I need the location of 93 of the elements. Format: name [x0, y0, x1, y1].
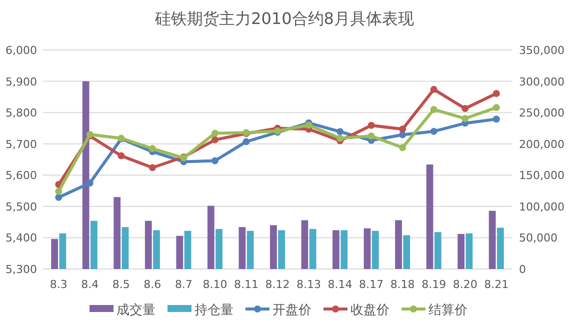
x-tick-label: 8.21 — [484, 278, 509, 291]
x-tick-label: 8.5 — [112, 278, 130, 291]
y2-tick-label: 150,000 — [519, 169, 564, 182]
bar — [82, 81, 90, 269]
bar — [184, 230, 192, 269]
x-tick-label: 8.11 — [234, 278, 258, 291]
y2-tick-label: 300,000 — [519, 75, 564, 88]
y-tick-label: 5,500 — [6, 200, 37, 214]
point — [492, 104, 500, 112]
point — [211, 136, 218, 144]
point — [211, 130, 218, 137]
bar — [246, 230, 254, 269]
x-tick-label: 8.17 — [359, 278, 384, 291]
y-tick-label: 5,300 — [6, 263, 37, 276]
bar — [301, 220, 308, 269]
chart-title: 硅铁期货主力2010合约8月具体表现 — [154, 9, 414, 28]
bar — [90, 220, 98, 269]
y-tick-label: 5,400 — [6, 232, 37, 245]
bar — [466, 233, 473, 269]
legend-label: 开盘价 — [272, 303, 312, 318]
point — [430, 86, 438, 93]
y2-tick-label: 250,000 — [519, 106, 564, 120]
x-tick-label: 8.18 — [390, 278, 415, 291]
bar — [122, 227, 129, 269]
point — [368, 132, 375, 140]
y-tick-label: 6,000 — [6, 44, 37, 57]
point — [211, 157, 218, 164]
bar — [340, 230, 348, 269]
bar — [488, 210, 496, 269]
bar — [309, 228, 316, 269]
legend-label: 持仓量 — [194, 303, 234, 318]
point — [118, 152, 125, 160]
y2-tick-label: 100,000 — [519, 200, 564, 214]
point — [492, 90, 500, 97]
x-tick-label: 8.14 — [328, 278, 352, 291]
y2-tick-label: 50,000 — [519, 232, 558, 245]
point — [148, 145, 156, 152]
y2-tick-label: 350,000 — [519, 44, 564, 57]
x-tick-label: 8.3 — [50, 278, 68, 291]
point — [462, 115, 469, 122]
bar — [216, 228, 222, 269]
point — [55, 194, 62, 201]
legend-label: 结算价 — [428, 303, 468, 318]
y2-tick-label: 200,000 — [519, 138, 564, 151]
point — [399, 126, 406, 133]
bar — [364, 228, 371, 269]
x-tick-label: 8.20 — [452, 278, 478, 291]
point — [336, 128, 344, 136]
x-tick-label: 8.6 — [144, 278, 162, 291]
point — [336, 134, 344, 142]
x-tick-label: 8.10 — [202, 278, 228, 291]
bar — [238, 227, 246, 269]
legend-label: 收盘价 — [350, 303, 390, 318]
point — [430, 106, 438, 113]
point — [305, 122, 312, 129]
bar — [434, 232, 442, 269]
point — [242, 138, 250, 146]
point — [399, 131, 406, 138]
bar — [144, 220, 152, 269]
point — [55, 188, 62, 195]
y-tick-label: 5,800 — [6, 106, 37, 120]
x-tick-label: 8.19 — [422, 278, 446, 291]
y2-tick-label: 0 — [519, 263, 526, 276]
point — [492, 116, 500, 123]
x-tick-label: 8.7 — [174, 278, 192, 291]
bar — [403, 235, 410, 269]
point — [430, 128, 438, 135]
bar — [51, 238, 58, 269]
bar — [496, 228, 504, 269]
x-tick-label: 8.13 — [296, 278, 322, 291]
bar — [153, 230, 160, 269]
point — [399, 144, 406, 152]
x-tick-label: 8.4 — [81, 278, 99, 291]
bar — [426, 164, 434, 269]
y-tick-label: 5,900 — [6, 75, 37, 88]
bar — [395, 220, 402, 269]
bar — [270, 225, 277, 269]
bar — [372, 230, 379, 269]
point — [148, 164, 156, 172]
bar — [332, 230, 340, 269]
bar — [114, 197, 121, 269]
point — [462, 105, 469, 112]
y-tick-label: 5,700 — [6, 138, 37, 151]
x-tick-label: 8.12 — [265, 278, 290, 291]
bar — [176, 236, 184, 269]
y-tick-label: 5,600 — [6, 169, 37, 182]
legend-label: 成交量 — [116, 302, 156, 318]
bar — [59, 233, 66, 269]
bar — [458, 234, 464, 269]
bar — [278, 230, 286, 269]
bar — [207, 206, 214, 269]
point — [368, 122, 375, 129]
point — [86, 179, 94, 186]
